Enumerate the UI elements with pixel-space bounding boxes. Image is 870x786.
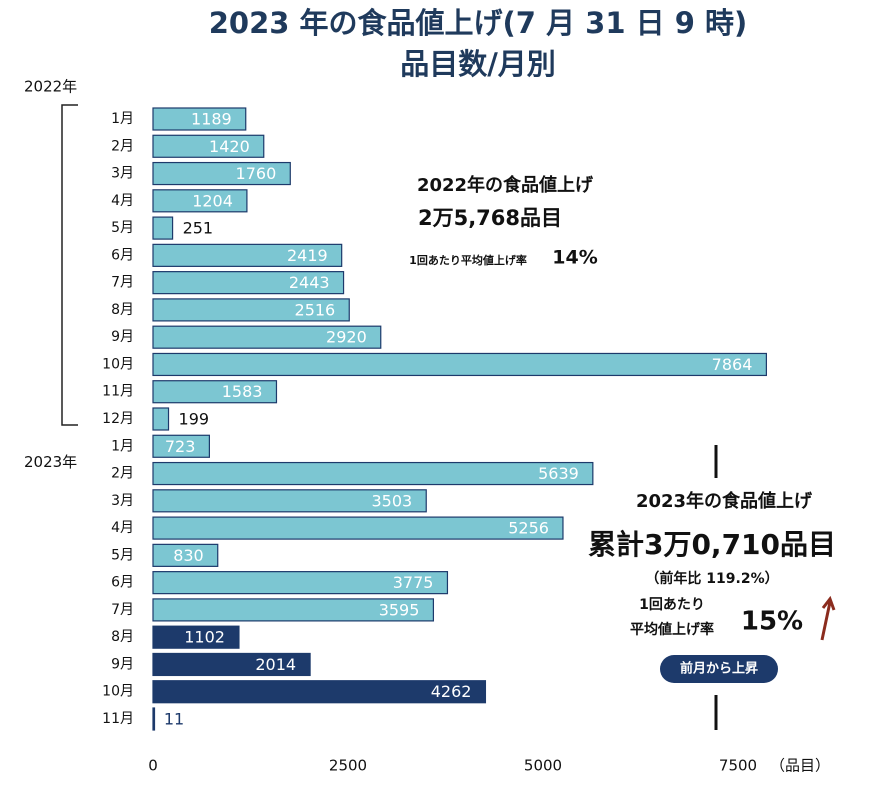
data-label: 3595: [379, 600, 420, 619]
bar: [152, 652, 311, 677]
data-label: 4262: [431, 682, 472, 701]
x-tick-label: 2500: [329, 757, 367, 775]
y-tick-label: 6月: [111, 575, 134, 591]
annotation-total: 2万5,768品目: [418, 206, 562, 230]
bar: [152, 543, 219, 567]
y-tick-label: 2月: [111, 138, 134, 154]
bar: [152, 271, 345, 295]
bar: [152, 571, 449, 595]
bar: [152, 107, 247, 131]
data-label: 11: [164, 710, 184, 729]
y-tick-label: 10月: [102, 356, 134, 372]
y-tick-label: 4月: [111, 193, 134, 209]
data-label: 1204: [192, 191, 233, 210]
y-tick-label: 11月: [102, 711, 134, 727]
badge: [660, 655, 778, 683]
x-tick-label: 0: [148, 757, 158, 775]
data-label: 1583: [222, 382, 263, 401]
bar: [152, 325, 382, 349]
y-tick-label: 8月: [111, 302, 134, 318]
up-arrow: [820, 595, 836, 641]
annotation-heading: 2022年の食品値上げ: [417, 174, 594, 196]
y-tick-label: 3月: [111, 166, 134, 182]
annotation-total: 累計3万0,710品目: [588, 528, 836, 561]
chart-subtitle: 品目数/月別: [400, 47, 556, 81]
bar: [152, 434, 210, 458]
data-label: 2419: [287, 246, 328, 265]
data-label: 5256: [508, 519, 549, 538]
y-tick-label: 5月: [111, 220, 134, 236]
bar: [152, 216, 174, 240]
x-unit: （品目）: [770, 757, 830, 775]
y-tick-label: 10月: [102, 684, 134, 700]
data-label: 1760: [236, 164, 277, 183]
annotation-rate: 15%: [741, 607, 803, 637]
data-label: 830: [173, 546, 204, 565]
data-label: 2443: [289, 273, 330, 292]
x-tick-label: 5000: [524, 757, 562, 775]
bar: [152, 680, 487, 704]
y-tick-label: 7月: [111, 275, 134, 291]
data-label: 1420: [209, 137, 250, 156]
y-tick-label: 5月: [111, 547, 134, 563]
bar: [152, 489, 427, 513]
bar: [152, 134, 265, 158]
y-tick-label: 12月: [102, 411, 134, 427]
chart-title: 2023 年の食品値上げ(7 月 31 日 9 時): [209, 6, 748, 40]
y-tick-label: 6月: [111, 247, 134, 263]
data-label: 2516: [295, 300, 336, 319]
data-label: 5639: [538, 464, 579, 483]
data-label: 723: [165, 437, 196, 456]
data-label: 3775: [393, 573, 434, 592]
annotation-heading: 2023年の食品値上げ: [636, 490, 813, 512]
y-tick-label: 1月: [111, 438, 134, 454]
data-label: 7864: [712, 355, 753, 374]
y-tick-label: 8月: [111, 629, 134, 645]
bar: [152, 298, 350, 322]
bar: [152, 161, 291, 186]
data-label: 1189: [191, 110, 232, 129]
y-tick-label: 1月: [111, 111, 134, 127]
data-label: 251: [183, 219, 214, 238]
y-tick-label: 9月: [111, 656, 134, 672]
data-label: 2014: [255, 655, 296, 674]
y-tick-label: 4月: [111, 520, 134, 536]
group-bracket: [61, 104, 78, 426]
y-tick-label: 2月: [111, 466, 134, 482]
bar: [152, 598, 435, 622]
y-tick-label: 3月: [111, 493, 134, 509]
badge-text: 前月から上昇: [680, 661, 758, 677]
data-label: 3503: [372, 491, 413, 510]
data-label: 199: [179, 410, 210, 429]
bar: [152, 407, 170, 431]
group-label: 2022年: [24, 78, 77, 96]
annotation-rate-label: 1回あたり平均値上げ率: [409, 253, 527, 267]
y-tick-label: 7月: [111, 602, 134, 618]
annotation-rate: 14%: [552, 247, 597, 269]
y-tick-label: 11月: [102, 384, 134, 400]
y-tick-label: 9月: [111, 329, 134, 345]
bar: [152, 189, 248, 213]
group-label: 2023年: [24, 453, 77, 471]
bar: [152, 625, 240, 649]
bar: [152, 707, 156, 731]
annotation-rate-label: 平均値上げ率: [630, 621, 714, 638]
x-tick-label: 7500: [719, 757, 757, 775]
data-label: 2920: [326, 328, 367, 347]
bar: [152, 352, 767, 377]
bar: [152, 243, 343, 267]
bar: [152, 380, 278, 404]
annotation-rate-label: 1回あたり: [639, 597, 705, 613]
data-label: 1102: [184, 628, 225, 647]
annotation-yoy: （前年比 119.2%）: [645, 570, 778, 587]
bar: [152, 461, 594, 486]
bar: [152, 516, 564, 540]
